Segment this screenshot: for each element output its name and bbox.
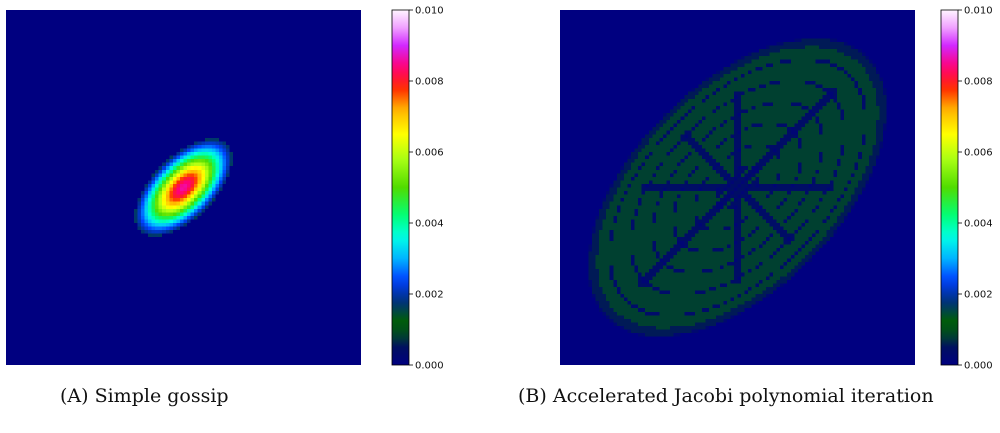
caption-b: (B) Accelerated Jacobi polynomial iterat… xyxy=(518,385,934,407)
caption-a: (A) Simple gossip xyxy=(60,385,229,407)
heatmap-simple-gossip xyxy=(6,10,361,365)
colorbar-tick-label: 0.002 xyxy=(415,290,444,301)
colorbar-tick-label: 0.006 xyxy=(964,148,993,159)
caption-a-tag: (A) xyxy=(60,385,89,407)
colorbar-a: 0.000 0.002 0.004 0.006 0.008 0.010 xyxy=(391,6,444,372)
colorbar-tick-label: 0.010 xyxy=(964,6,993,17)
caption-b-tag: (B) xyxy=(518,385,547,407)
colorbar-tick-label: 0.008 xyxy=(415,77,444,88)
colorbar-tick-label: 0.004 xyxy=(415,219,444,230)
colorbar-gradient xyxy=(940,9,959,366)
colorbar-tick-label: 0.004 xyxy=(964,219,993,230)
panel-a: 0.000 0.002 0.004 0.006 0.008 0.010 (A) Simpl… xyxy=(0,0,480,433)
colorbar-tick-label: 0.008 xyxy=(964,77,993,88)
heatmap-accelerated-jacobi xyxy=(560,10,915,365)
colorbar-tick-label: 0.000 xyxy=(964,361,993,372)
colorbar-tick-label: 0.006 xyxy=(415,148,444,159)
panel-b: 0.000 0.002 0.004 0.006 0.008 0.010 (B) Accel… xyxy=(518,0,998,433)
colorbar-tick-label: 0.000 xyxy=(415,361,444,372)
colorbar-b: 0.000 0.002 0.004 0.006 0.008 0.010 xyxy=(940,6,993,372)
colorbar-tick-label: 0.002 xyxy=(964,290,993,301)
caption-a-text: Simple gossip xyxy=(94,385,229,407)
caption-b-text: Accelerated Jacobi polynomial iteration xyxy=(552,385,934,407)
colorbar-gradient xyxy=(391,9,410,366)
colorbar-tick-label: 0.010 xyxy=(415,6,444,17)
